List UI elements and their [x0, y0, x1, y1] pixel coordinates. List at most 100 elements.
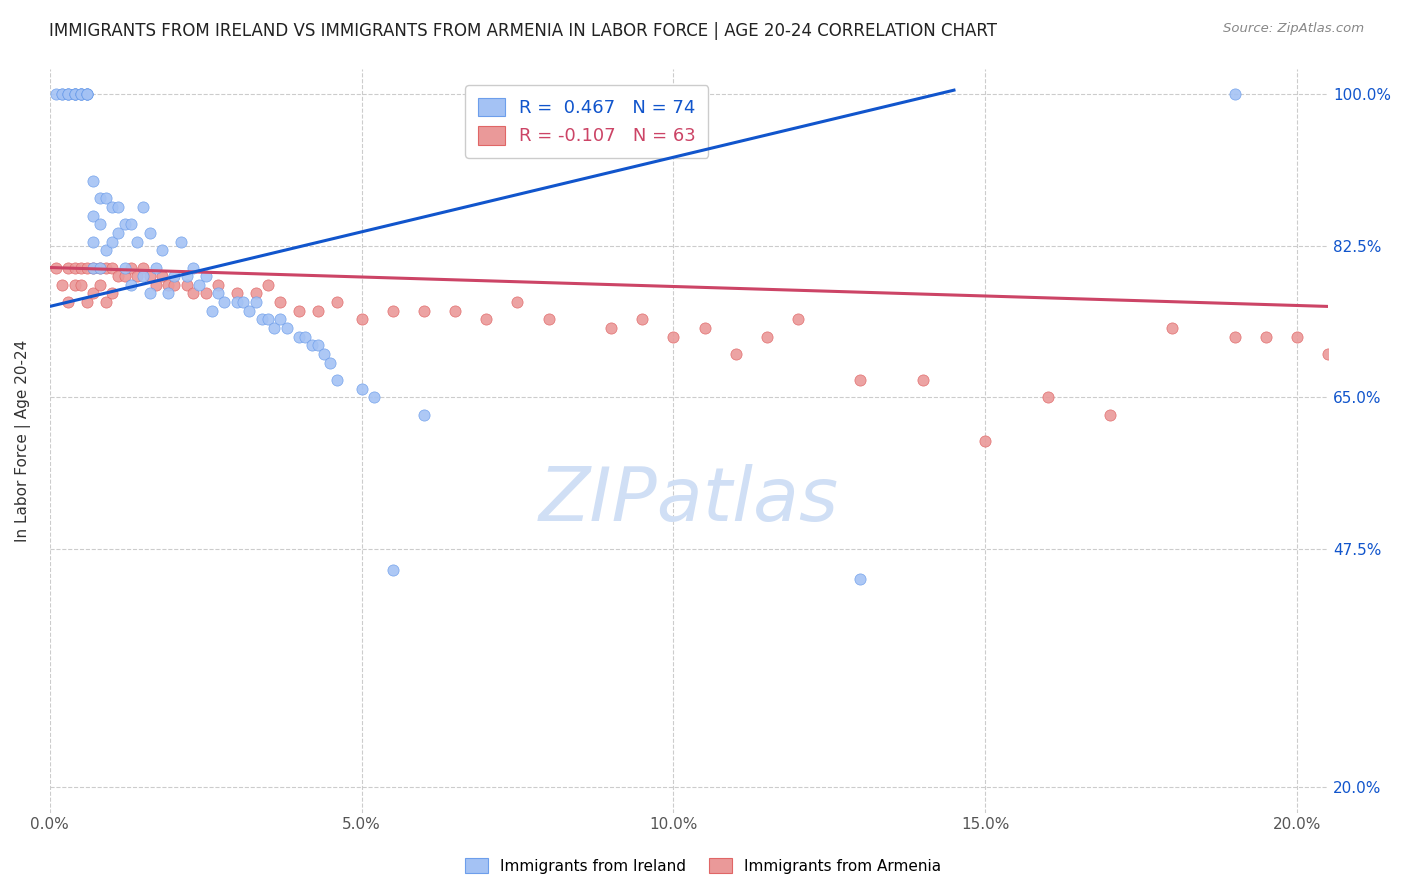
- Point: [101, 200, 124, 214]
- Point: [381, 303, 404, 318]
- Point: [82, 260, 104, 275]
- Point: [76, 295, 98, 310]
- Point: [181, 260, 204, 275]
- Point: [506, 295, 529, 310]
- Point: [145, 277, 167, 292]
- Point: [150, 243, 173, 257]
- Legend: Immigrants from Ireland, Immigrants from Armenia: Immigrants from Ireland, Immigrants from…: [458, 852, 948, 880]
- Point: [45, 260, 67, 275]
- Point: [76, 87, 98, 102]
- Point: [849, 572, 872, 586]
- Point: [325, 373, 347, 387]
- Point: [1161, 321, 1184, 335]
- Point: [82, 235, 104, 249]
- Point: [145, 260, 167, 275]
- Point: [314, 347, 336, 361]
- Point: [45, 87, 67, 102]
- Point: [107, 226, 129, 240]
- Point: [163, 269, 186, 284]
- Point: [475, 312, 498, 326]
- Legend: R =  0.467   N = 74, R = -0.107   N = 63: R = 0.467 N = 74, R = -0.107 N = 63: [465, 85, 709, 158]
- Point: [82, 286, 104, 301]
- Y-axis label: In Labor Force | Age 20-24: In Labor Force | Age 20-24: [15, 339, 31, 541]
- Point: [724, 347, 747, 361]
- Point: [114, 260, 136, 275]
- Point: [294, 329, 316, 343]
- Point: [245, 286, 267, 301]
- Point: [307, 303, 329, 318]
- Point: [138, 286, 160, 301]
- Point: [94, 243, 117, 257]
- Point: [225, 286, 247, 301]
- Point: [363, 390, 385, 404]
- Point: [194, 269, 217, 284]
- Point: [120, 277, 142, 292]
- Point: [114, 217, 136, 231]
- Point: [911, 373, 934, 387]
- Point: [51, 87, 73, 102]
- Point: [413, 303, 436, 318]
- Point: [176, 269, 198, 284]
- Point: [269, 295, 291, 310]
- Point: [207, 277, 229, 292]
- Point: [114, 269, 136, 284]
- Point: [82, 174, 104, 188]
- Point: [413, 408, 436, 422]
- Point: [63, 87, 86, 102]
- Point: [1317, 347, 1340, 361]
- Point: [82, 260, 104, 275]
- Point: [269, 312, 291, 326]
- Point: [70, 87, 93, 102]
- Point: [288, 329, 311, 343]
- Point: [350, 312, 373, 326]
- Point: [662, 329, 685, 343]
- Point: [693, 321, 716, 335]
- Point: [325, 295, 347, 310]
- Point: [107, 200, 129, 214]
- Point: [120, 217, 142, 231]
- Point: [76, 87, 98, 102]
- Point: [94, 260, 117, 275]
- Point: [1223, 329, 1246, 343]
- Point: [238, 303, 260, 318]
- Text: IMMIGRANTS FROM IRELAND VS IMMIGRANTS FROM ARMENIA IN LABOR FORCE | AGE 20-24 CO: IMMIGRANTS FROM IRELAND VS IMMIGRANTS FR…: [49, 22, 997, 40]
- Point: [76, 260, 98, 275]
- Point: [51, 277, 73, 292]
- Point: [1254, 329, 1277, 343]
- Point: [150, 269, 173, 284]
- Point: [132, 269, 155, 284]
- Point: [63, 260, 86, 275]
- Point: [849, 373, 872, 387]
- Point: [232, 295, 254, 310]
- Point: [188, 277, 211, 292]
- Point: [176, 277, 198, 292]
- Point: [381, 563, 404, 577]
- Point: [132, 200, 155, 214]
- Point: [787, 312, 810, 326]
- Point: [181, 286, 204, 301]
- Point: [600, 321, 623, 335]
- Point: [63, 277, 86, 292]
- Point: [257, 312, 280, 326]
- Point: [157, 286, 180, 301]
- Point: [94, 295, 117, 310]
- Point: [94, 191, 117, 205]
- Point: [70, 87, 93, 102]
- Point: [138, 226, 160, 240]
- Point: [319, 356, 342, 370]
- Text: Source: ZipAtlas.com: Source: ZipAtlas.com: [1223, 22, 1364, 36]
- Point: [58, 260, 80, 275]
- Point: [63, 87, 86, 102]
- Point: [89, 277, 111, 292]
- Point: [1098, 408, 1121, 422]
- Point: [170, 235, 193, 249]
- Point: [101, 286, 124, 301]
- Point: [89, 191, 111, 205]
- Text: ZIPatlas: ZIPatlas: [538, 464, 839, 536]
- Point: [51, 87, 73, 102]
- Point: [257, 277, 280, 292]
- Point: [225, 295, 247, 310]
- Point: [157, 277, 180, 292]
- Point: [214, 295, 236, 310]
- Point: [194, 286, 217, 301]
